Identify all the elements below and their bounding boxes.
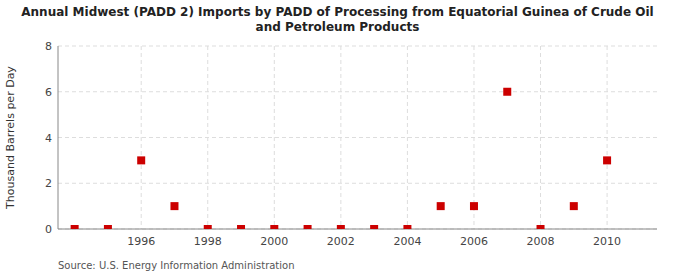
- x-grid-line: [207, 46, 208, 229]
- y-tick-label: 8: [45, 40, 52, 53]
- point: [237, 225, 245, 229]
- point: [137, 156, 145, 164]
- y-axis-line: [58, 46, 59, 229]
- x-grid-line: [340, 46, 341, 229]
- axes: 0 2 4 6 8 1996 1998 2000 2002 2004 2006 2008 2010: [45, 40, 657, 248]
- x-grid-line: [473, 46, 474, 229]
- y-tick-label: 2: [45, 177, 52, 190]
- point: [437, 202, 445, 210]
- chart-container: Annual Midwest (PADD 2) Imports by PADD …: [0, 0, 675, 275]
- y-grid-line: [58, 91, 657, 92]
- x-grid-line: [141, 46, 142, 229]
- x-grid-line: [540, 46, 541, 229]
- point: [304, 225, 312, 229]
- y-grid-line: [58, 183, 657, 184]
- source-note: Source: U.S. Energy Information Administ…: [58, 260, 295, 271]
- x-tick-label: 2000: [260, 235, 288, 248]
- point: [537, 225, 545, 229]
- y-tick-label: 6: [45, 86, 52, 99]
- point: [570, 202, 578, 210]
- point: [503, 88, 511, 96]
- y-tick-label: 0: [45, 223, 52, 236]
- x-tick-label: 2006: [460, 235, 488, 248]
- points: [71, 88, 611, 229]
- point: [370, 225, 378, 229]
- x-tick-label: 2004: [393, 235, 421, 248]
- point: [270, 225, 278, 229]
- x-tick-label: 2002: [327, 235, 355, 248]
- x-tick-label: 2008: [527, 235, 555, 248]
- point: [337, 225, 345, 229]
- x-tick-label: 1998: [194, 235, 222, 248]
- point: [204, 225, 212, 229]
- y-axis-label: Thousand Barrels per Day: [4, 66, 17, 210]
- x-tick-label: 2010: [593, 235, 621, 248]
- x-grid-line: [607, 46, 608, 229]
- chart-svg: Annual Midwest (PADD 2) Imports by PADD …: [0, 0, 675, 275]
- title: Annual Midwest (PADD 2) Imports by PADD …: [21, 5, 653, 34]
- x-axis-line: [58, 229, 657, 230]
- point: [170, 202, 178, 210]
- point: [403, 225, 411, 229]
- y-tick-label: 4: [45, 132, 52, 145]
- y-grid-line: [58, 229, 657, 230]
- grid: [58, 46, 657, 229]
- point: [470, 202, 478, 210]
- x-tick-label: 1996: [127, 235, 155, 248]
- x-grid-line: [274, 46, 275, 229]
- y-grid-line: [58, 137, 657, 138]
- point: [104, 225, 112, 229]
- y-grid-line: [58, 46, 657, 47]
- x-grid-line: [407, 46, 408, 229]
- point: [71, 225, 79, 229]
- point: [603, 156, 611, 164]
